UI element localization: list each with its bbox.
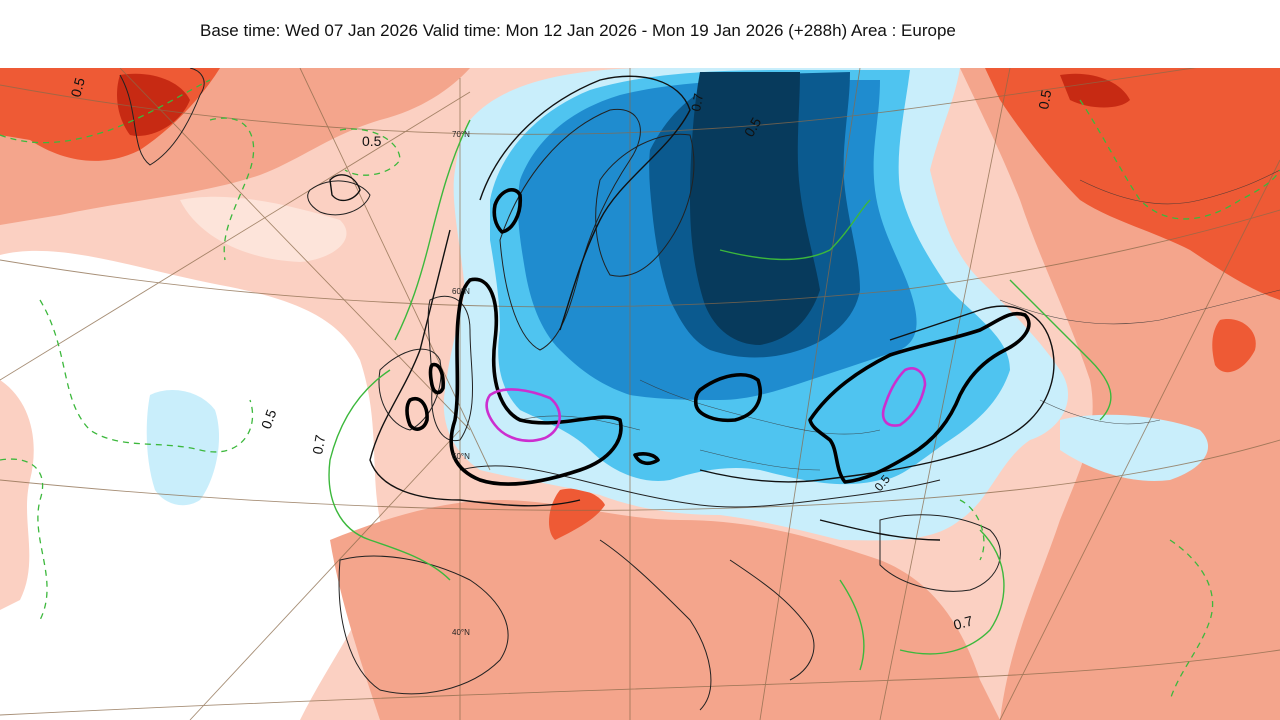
iceland-south-patch bbox=[180, 196, 347, 262]
iceland-coast bbox=[307, 180, 371, 216]
label-baltic: 0.7 bbox=[688, 92, 706, 112]
thick-black-contours bbox=[405, 188, 1031, 486]
norway-coast bbox=[499, 108, 641, 351]
magenta-contours bbox=[485, 367, 927, 443]
greenland-coast bbox=[119, 68, 205, 166]
lat-50-label: 50°N bbox=[452, 452, 470, 461]
magenta-benelux bbox=[485, 388, 561, 443]
label-atlantic: 0.5 bbox=[258, 407, 280, 431]
lat-70-label: 70°N bbox=[452, 130, 470, 139]
russia-deep-warm bbox=[1060, 73, 1130, 108]
black-sea-coast bbox=[879, 514, 1001, 592]
green-solid-contours bbox=[328, 119, 1112, 671]
italy-coast bbox=[599, 539, 712, 711]
sweden-finland-coast bbox=[595, 133, 695, 277]
alps-warm-patch bbox=[548, 488, 605, 540]
mediterranean-warm-zone bbox=[330, 500, 1000, 720]
ireland-coast bbox=[378, 348, 442, 431]
lat-60-label: 60°N bbox=[452, 287, 470, 296]
atlantic-neutral-zone-2 bbox=[0, 287, 216, 650]
lat-40-label: 40°N bbox=[452, 628, 470, 637]
magenta-ukraine bbox=[881, 367, 927, 427]
contour-britain-small bbox=[428, 362, 445, 395]
greenland-deep-warm bbox=[117, 73, 190, 136]
contour-germany bbox=[693, 373, 762, 423]
atlantic-warm-patch bbox=[0, 380, 34, 610]
anomaly-map-svg: 0.5 0.5 0.5 0.7 0.5 0.5 0.7 0.7 0.5 70°N… bbox=[0, 68, 1280, 720]
header-bar: Base time: Wed 07 Jan 2026 Valid time: M… bbox=[0, 0, 1280, 68]
caucasus-cold-patch bbox=[1060, 414, 1209, 481]
coastlines bbox=[119, 68, 1001, 711]
label-black-sea: 0.7 bbox=[952, 612, 975, 633]
label-iceland: 0.5 bbox=[362, 133, 382, 149]
contour-north-sea bbox=[449, 277, 623, 486]
green-dashed-contours bbox=[0, 79, 1280, 701]
latitude-labels: 70°N 60°N 50°N 40°N bbox=[452, 130, 470, 637]
map-title: Base time: Wed 07 Jan 2026 Valid time: M… bbox=[200, 21, 956, 40]
britain-coast bbox=[427, 295, 473, 442]
russia-strong-warm bbox=[985, 68, 1280, 300]
weather-map[interactable]: 0.5 0.5 0.5 0.7 0.5 0.5 0.7 0.7 0.5 70°N… bbox=[0, 68, 1280, 720]
atlantic-cold-patch bbox=[146, 390, 220, 506]
contour-norway-small bbox=[492, 188, 523, 234]
thin-black-contours bbox=[329, 75, 1055, 541]
contour-ukraine bbox=[808, 311, 1031, 484]
central-europe-border bbox=[459, 465, 941, 508]
contour-alps-small bbox=[633, 452, 660, 466]
label-greenland: 0.5 bbox=[67, 76, 88, 99]
contour-ireland-small bbox=[405, 397, 429, 431]
cold-anomaly-darkest bbox=[690, 72, 820, 345]
label-atlantic-west: 0.7 bbox=[309, 433, 328, 455]
caspian-warm-patch bbox=[1212, 319, 1256, 373]
balkans-coast bbox=[729, 559, 815, 681]
label-russia: 0.5 bbox=[1035, 88, 1054, 110]
